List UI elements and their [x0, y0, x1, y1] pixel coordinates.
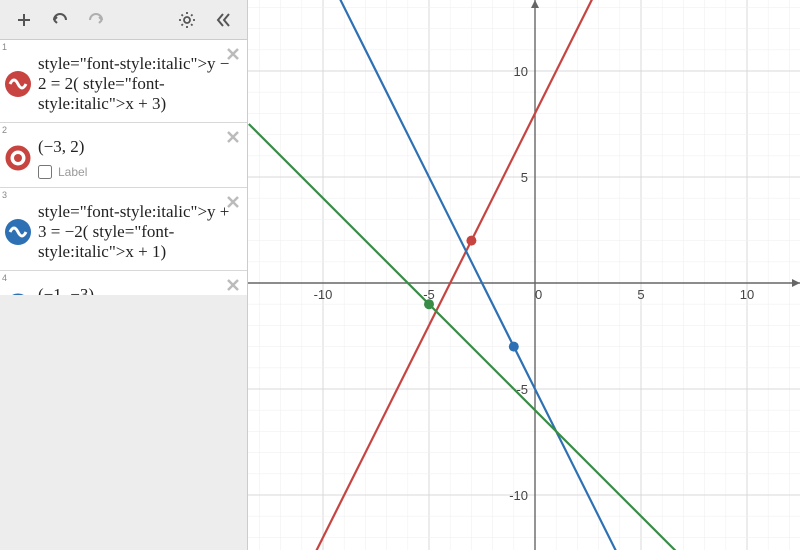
label-checkbox-text: Label — [58, 165, 87, 179]
entry-icon-slot[interactable] — [0, 40, 36, 122]
label-toggle-row: Label — [38, 165, 239, 179]
close-icon — [225, 46, 241, 62]
gear-icon — [178, 11, 196, 29]
entry-icon-slot[interactable] — [0, 188, 36, 270]
close-icon — [225, 129, 241, 145]
toolbar — [0, 0, 247, 40]
close-icon — [225, 194, 241, 210]
expression-content[interactable]: (−3, 2) Label — [36, 123, 247, 187]
entry-index: 1 — [2, 42, 7, 52]
undo-button[interactable] — [44, 4, 76, 36]
expression-entry-point[interactable]: 4 (−1, −3)Label — [0, 271, 247, 295]
entry-index: 3 — [2, 190, 7, 200]
graph-canvas[interactable]: -10-50510-10-5510 — [248, 0, 800, 550]
expression-sidebar: 1 style="font-style:italic">y − 2 = 2( s… — [0, 0, 248, 550]
close-icon — [225, 277, 241, 293]
line-swatch-icon — [5, 219, 31, 245]
entry-index: 4 — [2, 273, 7, 283]
expression-text: (−1, −3) — [38, 285, 94, 295]
svg-text:0: 0 — [535, 287, 542, 302]
svg-text:5: 5 — [521, 170, 528, 185]
expression-content[interactable]: style="font-style:italic">y − 2 = 2( sty… — [36, 40, 247, 122]
graph-area[interactable]: -10-50510-10-5510 — [248, 0, 800, 550]
remove-entry-button[interactable] — [225, 277, 241, 295]
svg-text:10: 10 — [740, 287, 754, 302]
svg-text:-10: -10 — [314, 287, 333, 302]
expression-text: style="font-style:italic">y + 3 = −2( st… — [38, 202, 229, 261]
line-swatch-icon — [5, 71, 31, 97]
point-swatch-icon — [5, 293, 31, 295]
expression-entry-line[interactable]: 3 style="font-style:italic">y + 3 = −2( … — [0, 188, 247, 271]
remove-entry-button[interactable] — [225, 194, 241, 215]
expression-text: (−3, 2) — [38, 137, 84, 156]
chevron-left-double-icon — [214, 11, 232, 29]
sidebar-footer — [0, 295, 247, 550]
expression-content[interactable]: (−1, −3)Label — [36, 271, 247, 295]
settings-button[interactable] — [171, 4, 203, 36]
redo-button[interactable] — [80, 4, 112, 36]
label-checkbox[interactable] — [38, 165, 52, 179]
svg-text:10: 10 — [514, 64, 528, 79]
expression-text: style="font-style:italic">y − 2 = 2( sty… — [38, 54, 229, 113]
point-swatch-icon — [5, 145, 31, 171]
expression-entry-line[interactable]: 1 style="font-style:italic">y − 2 = 2( s… — [0, 40, 247, 123]
entry-index: 2 — [2, 125, 7, 135]
svg-text:5: 5 — [637, 287, 644, 302]
remove-entry-button[interactable] — [225, 46, 241, 67]
undo-icon — [51, 13, 69, 27]
add-expression-button[interactable] — [8, 4, 40, 36]
expression-entry-point[interactable]: 2 (−3, 2) Label — [0, 123, 247, 188]
remove-entry-button[interactable] — [225, 129, 241, 150]
redo-icon — [87, 13, 105, 27]
plus-icon — [16, 12, 32, 28]
collapse-sidebar-button[interactable] — [207, 4, 239, 36]
expression-content[interactable]: style="font-style:italic">y + 3 = −2( st… — [36, 188, 247, 270]
expression-list: 1 style="font-style:italic">y − 2 = 2( s… — [0, 40, 247, 295]
svg-text:-10: -10 — [509, 488, 528, 503]
